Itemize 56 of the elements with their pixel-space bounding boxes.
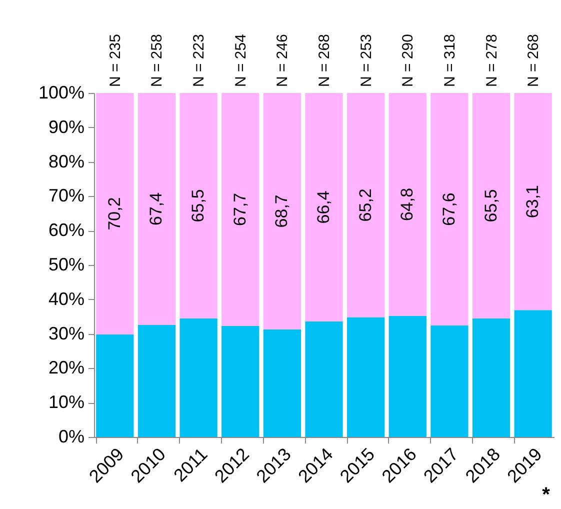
bar	[472, 318, 510, 437]
bar	[347, 317, 385, 437]
data-label: 65,5	[481, 189, 500, 222]
data-label: 70,2	[104, 197, 124, 230]
data-label: 65,2	[356, 188, 375, 222]
data-label: 63,1	[523, 184, 542, 218]
bar	[180, 318, 218, 437]
annotation: N = 268	[316, 34, 333, 87]
y-tick-label: 90%	[48, 116, 84, 137]
data-label: 67,7	[230, 192, 250, 226]
bar	[96, 334, 134, 437]
y-tick-label: 50%	[48, 254, 84, 274]
bar	[180, 93, 218, 318]
annotation: N = 258	[148, 34, 166, 87]
annotation: N = 254	[232, 34, 250, 87]
bar	[388, 93, 426, 316]
y-tick-label: 40%	[48, 288, 84, 309]
y-tick-label: 20%	[48, 358, 84, 378]
bar	[96, 93, 134, 334]
bar	[263, 93, 301, 330]
annotation: N = 278	[483, 34, 500, 87]
annotation: N = 253	[358, 34, 375, 87]
bar	[514, 93, 552, 310]
y-tick-label: 0%	[58, 426, 84, 446]
y-tick-label: 60%	[48, 220, 84, 240]
annotation: N = 290	[400, 34, 417, 87]
bar	[430, 326, 468, 437]
data-label: 68,7	[272, 194, 292, 228]
y-tick-label: 100%	[38, 82, 84, 102]
text: *	[542, 484, 550, 506]
bar	[388, 316, 426, 437]
annotation: N = 223	[190, 34, 208, 87]
bar	[472, 93, 510, 318]
y-tick-label: 10%	[48, 392, 84, 412]
annotation: N = 246	[274, 34, 292, 87]
bar	[138, 93, 176, 325]
bar	[347, 93, 385, 318]
data-label: 66,4	[314, 190, 333, 224]
bar	[222, 93, 260, 326]
bar	[514, 310, 552, 437]
y-tick-label: 80%	[48, 151, 84, 172]
data-label: 67,4	[146, 192, 166, 226]
bar	[263, 329, 301, 437]
annotation: N = 268	[525, 34, 542, 87]
annotation: N = 235	[106, 34, 124, 87]
y-tick-label: 70%	[48, 186, 84, 206]
bar	[222, 326, 260, 437]
data-label: 64,8	[398, 188, 417, 222]
bar	[430, 93, 468, 326]
bar	[138, 324, 176, 437]
bar	[305, 93, 343, 322]
bar	[305, 321, 343, 437]
y-tick-label: 30%	[48, 323, 84, 344]
data-label: 65,5	[188, 189, 208, 222]
data-label: 67,6	[439, 192, 458, 226]
annotation: N = 318	[441, 34, 458, 87]
